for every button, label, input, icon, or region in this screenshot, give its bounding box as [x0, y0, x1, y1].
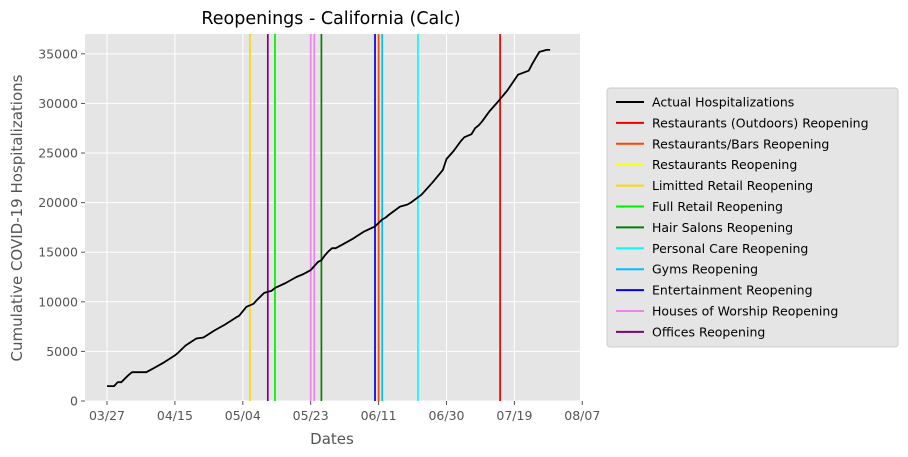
legend: Actual Hospitalizations Restaurants (Outd… — [606, 87, 899, 348]
plot-area — [85, 34, 580, 401]
x-tick-label: 06/30 — [428, 408, 464, 423]
x-tick-label: 04/15 — [157, 408, 193, 423]
legend-label: Entertainment Reopening — [652, 283, 813, 298]
y-tick-label: 5000 — [46, 344, 78, 359]
y-tick-label: 25000 — [38, 146, 78, 161]
x-tick-label: 03/27 — [89, 408, 125, 423]
y-tick-label: 30000 — [38, 96, 78, 111]
legend-label: Offices Reopening — [652, 324, 765, 339]
x-tick-label: 07/19 — [496, 408, 532, 423]
legend-label: Limitted Retail Reopening — [652, 178, 813, 193]
legend-label: Restaurants (Outdoors) Reopening — [652, 115, 869, 130]
reopening-lines — [249, 34, 501, 401]
legend-box — [606, 87, 899, 348]
x-axis-label: Dates — [310, 430, 354, 448]
legend-label: Houses of Worship Reopening — [652, 304, 838, 319]
legend-label: Full Retail Reopening — [652, 199, 783, 214]
x-tick-label: 08/07 — [564, 408, 600, 423]
y-tick-label: 15000 — [38, 245, 78, 260]
x-axis: 03/27 04/15 05/04 05/23 06/11 06/30 07/19 08/07 — [89, 401, 600, 423]
legend-label: Personal Care Reopening — [652, 241, 808, 256]
y-axis-label: Cumulative COVID-19 Hospitalizations — [8, 74, 26, 361]
chart-title: Reopenings - California (Calc) — [201, 9, 460, 29]
x-tick-label: 05/23 — [293, 408, 329, 423]
y-tick-label: 0 — [70, 394, 78, 409]
y-axis: 0 5000 10000 15000 20000 25000 30000 35000 — [38, 46, 85, 409]
x-tick-label: 05/04 — [225, 408, 261, 423]
y-tick-label: 35000 — [38, 46, 78, 61]
x-tick-label: 06/11 — [361, 408, 397, 423]
legend-label: Restaurants Reopening — [652, 157, 797, 172]
legend-label: Gyms Reopening — [652, 262, 758, 277]
legend-label: Hair Salons Reopening — [652, 220, 793, 235]
series-group — [107, 49, 551, 388]
legend-label: Restaurants/Bars Reopening — [652, 136, 829, 151]
y-tick-label: 20000 — [38, 195, 78, 210]
series-line — [107, 49, 551, 388]
y-tick-label: 10000 — [38, 294, 78, 309]
legend-label: Actual Hospitalizations — [652, 95, 794, 110]
